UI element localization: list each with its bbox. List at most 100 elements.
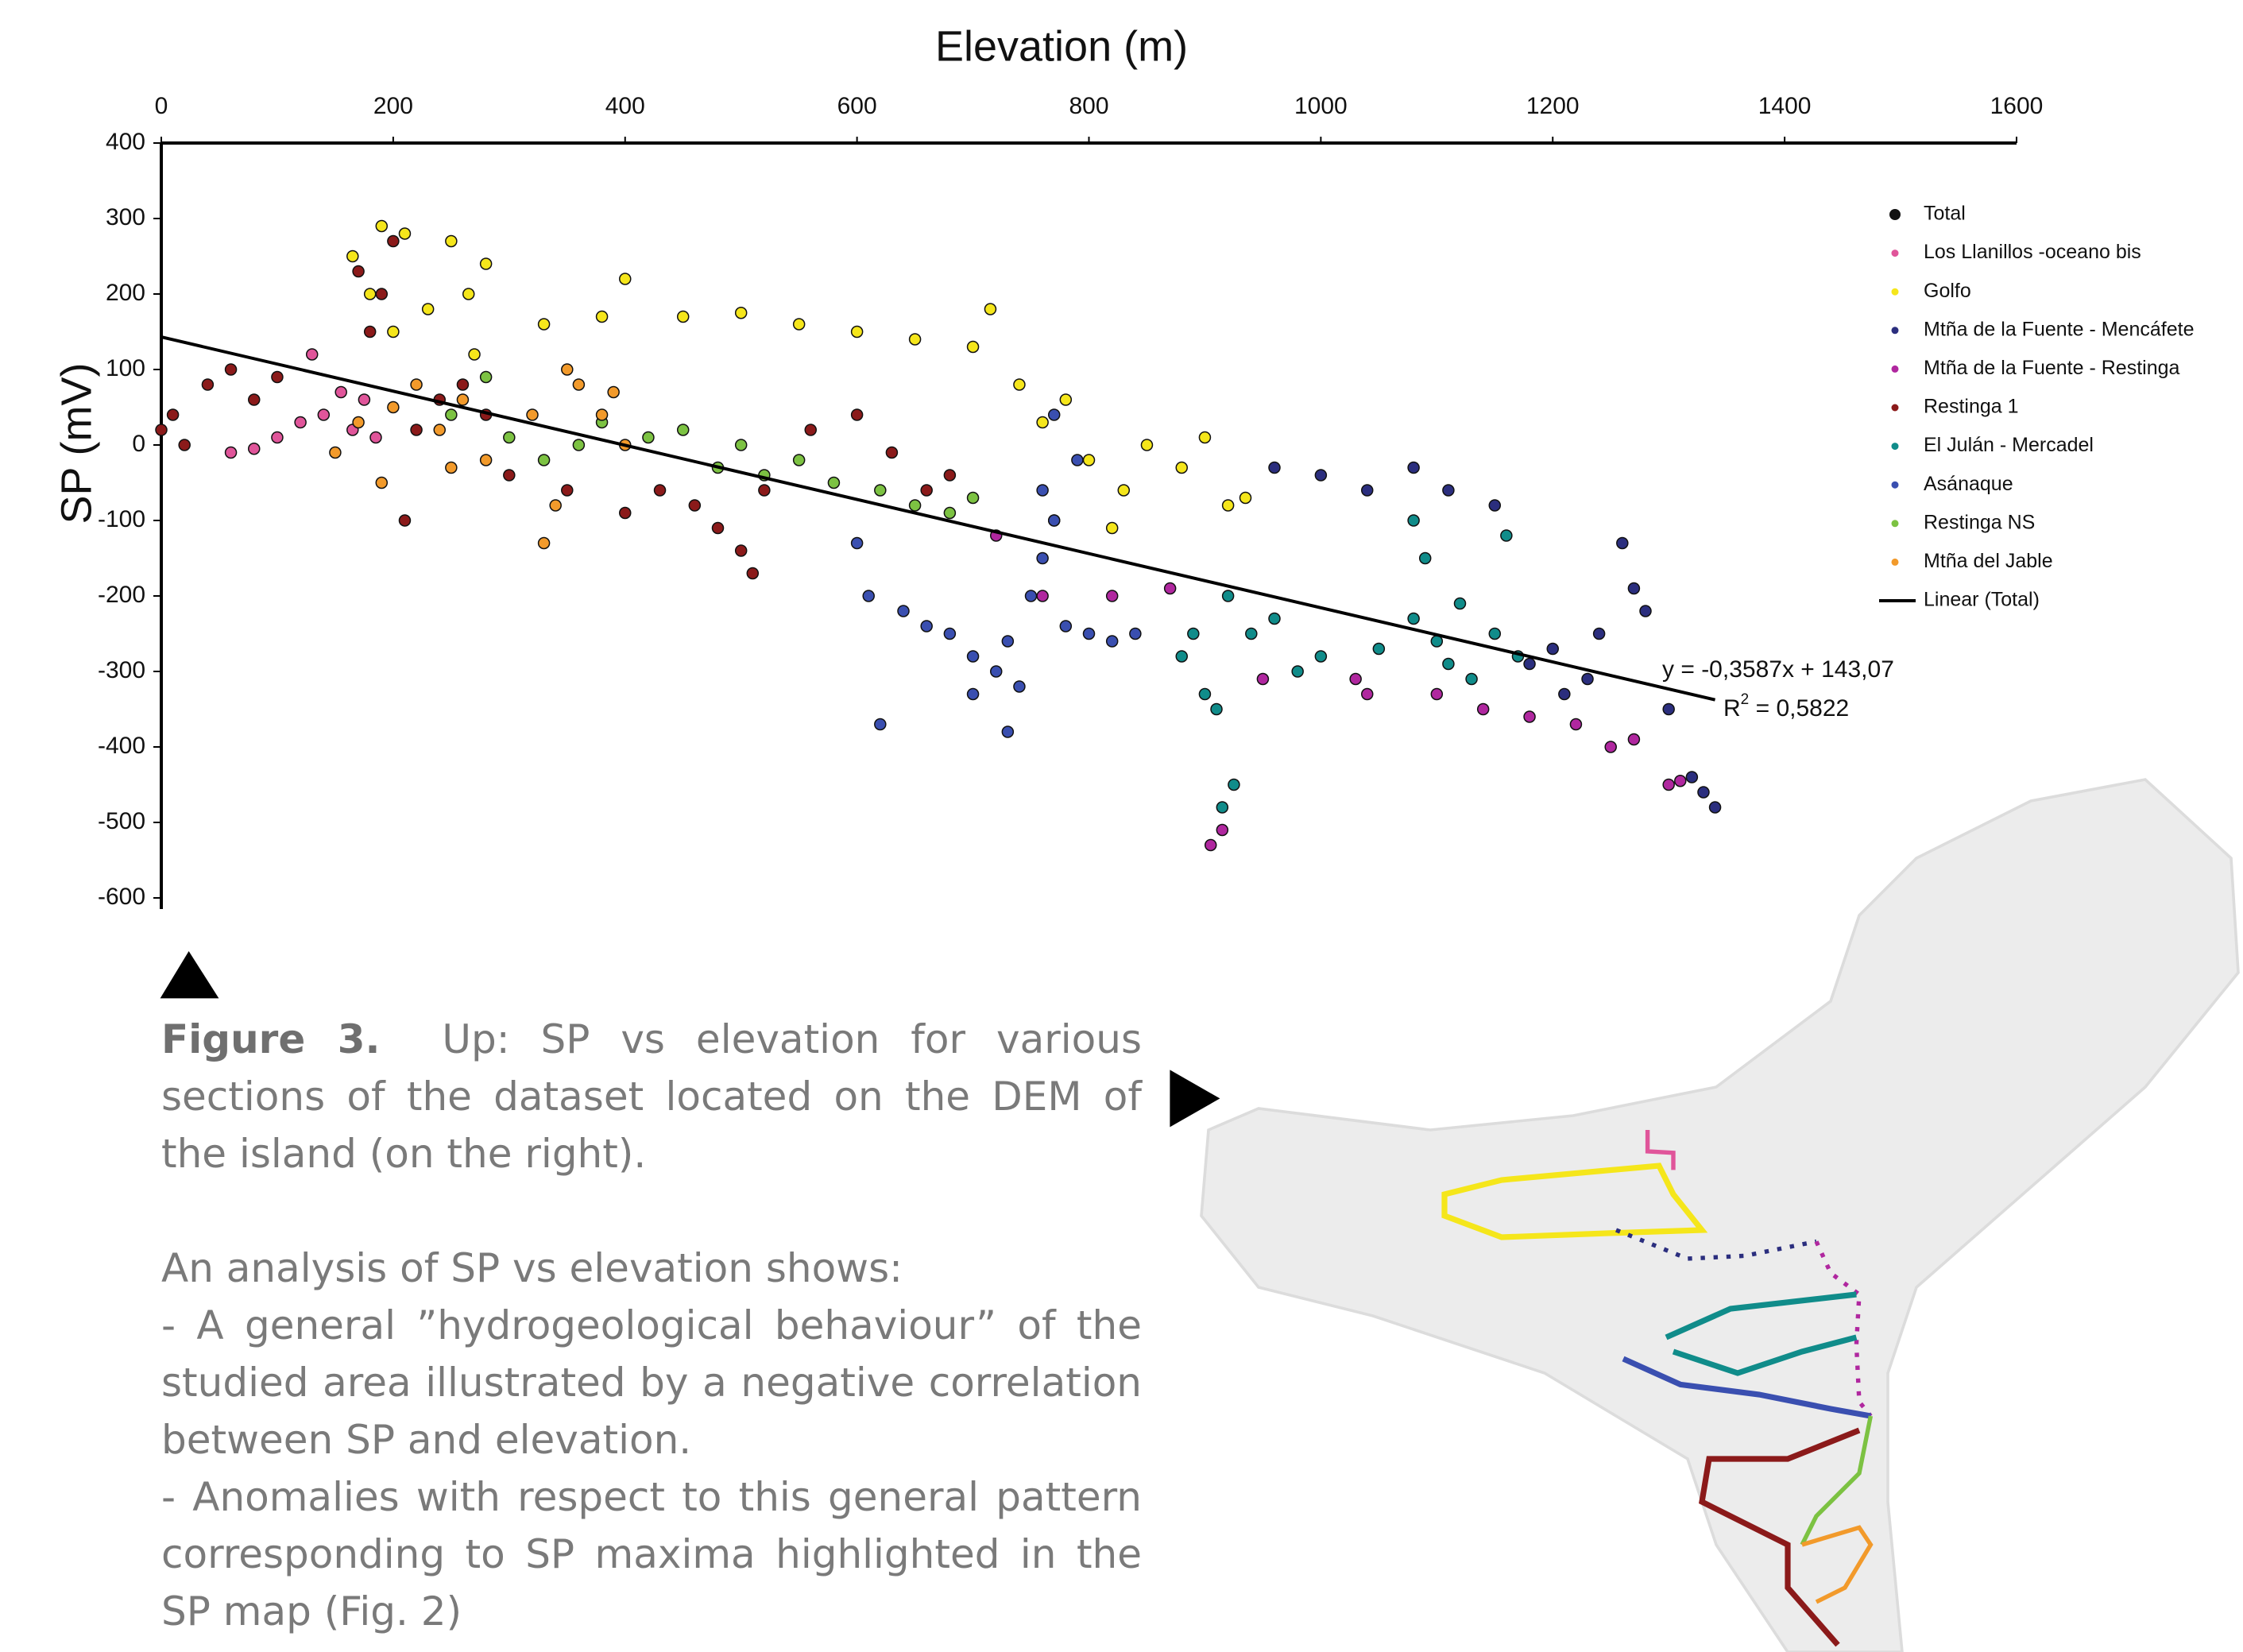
data-point: [1199, 689, 1210, 700]
data-point: [388, 236, 399, 247]
data-point: [179, 439, 190, 451]
data-point: [984, 304, 996, 315]
data-point: [295, 417, 306, 428]
data-point: [353, 417, 364, 428]
data-point: [968, 342, 979, 353]
data-point: [457, 394, 468, 405]
data-point: [1014, 379, 1025, 390]
data-point: [446, 462, 457, 474]
legend-label: Asánaque: [1924, 473, 2013, 495]
data-point: [1675, 776, 1686, 787]
data-point: [910, 500, 921, 511]
data-point: [1594, 629, 1605, 640]
caption-label: Figure 3.: [161, 1016, 381, 1062]
data-point: [463, 288, 474, 300]
legend-label: Linear (Total): [1924, 589, 2040, 611]
legend-marker: [1892, 559, 1899, 566]
data-point: [1176, 462, 1187, 474]
data-point: [399, 228, 410, 239]
data-point: [1107, 523, 1118, 534]
x-axis-title: Elevation (m): [935, 22, 1188, 70]
y-tick-label: -400: [98, 733, 145, 759]
legend-marker: [1892, 327, 1899, 334]
data-point: [1570, 719, 1581, 730]
data-point: [423, 304, 434, 315]
data-point: [944, 470, 955, 481]
y-tick-label: -300: [98, 657, 145, 683]
data-point: [272, 372, 283, 383]
data-point: [156, 424, 167, 435]
data-point: [1524, 711, 1535, 722]
data-point: [736, 308, 747, 319]
data-point: [1141, 439, 1152, 451]
data-point: [1107, 590, 1118, 602]
legend-marker: [1889, 209, 1901, 220]
caption-intro: An analysis of SP vs elevation shows:: [161, 1240, 1142, 1297]
data-point: [736, 545, 747, 556]
data-point: [388, 402, 399, 413]
data-point: [944, 629, 955, 640]
data-point: [1663, 704, 1674, 715]
data-point: [1049, 409, 1060, 420]
data-point: [1605, 741, 1616, 752]
pointer-up: [160, 951, 219, 998]
data-point: [678, 311, 689, 323]
data-point: [1118, 485, 1129, 496]
data-point: [318, 409, 329, 420]
y-tick-label: 100: [106, 355, 145, 381]
data-point: [1199, 432, 1210, 443]
data-point: [1216, 802, 1228, 813]
data-point: [481, 372, 492, 383]
data-point: [852, 538, 863, 549]
data-point: [1431, 689, 1442, 700]
data-point: [358, 394, 369, 405]
data-point: [1246, 629, 1257, 640]
data-point: [1240, 493, 1251, 504]
data-point: [1037, 485, 1048, 496]
legend-label: Total: [1924, 203, 1966, 225]
data-point: [597, 409, 608, 420]
data-point: [550, 500, 561, 511]
data-point: [747, 568, 758, 579]
data-point: [828, 478, 839, 489]
data-point: [608, 387, 619, 398]
data-point: [347, 251, 358, 262]
data-point: [539, 455, 550, 466]
data-point: [1547, 644, 1558, 655]
data-point: [1060, 394, 1071, 405]
legend-marker: [1892, 366, 1899, 373]
data-point: [307, 349, 318, 360]
data-point: [713, 523, 724, 534]
caption: Figure 3. Up: SP vs elevation for variou…: [161, 1011, 1142, 1640]
data-point: [991, 666, 1002, 677]
data-point: [1663, 780, 1674, 791]
legend-marker: [1892, 404, 1899, 412]
x-tick-label: 0: [155, 93, 168, 119]
data-point: [370, 432, 381, 443]
data-point: [1037, 590, 1048, 602]
legend-label: Mtña de la Fuente - Restinga: [1924, 357, 2179, 379]
caption-point: - A general ”hydrogeological behaviour” …: [161, 1297, 1142, 1468]
data-point: [446, 236, 457, 247]
data-point: [1628, 734, 1639, 745]
caption-lead: Figure 3. Up: SP vs elevation for variou…: [161, 1011, 1142, 1182]
data-point: [689, 500, 700, 511]
data-point: [1084, 455, 1095, 466]
data-point: [921, 485, 932, 496]
y-tick-label: 400: [106, 129, 145, 155]
data-point: [434, 424, 445, 435]
data-point: [1257, 674, 1268, 685]
data-point: [1130, 629, 1141, 640]
data-point: [573, 439, 584, 451]
data-point: [1176, 651, 1187, 662]
data-point: [1002, 636, 1013, 647]
data-point: [376, 478, 387, 489]
data-point: [1269, 613, 1280, 625]
data-point: [1420, 553, 1431, 564]
data-point: [365, 327, 376, 338]
equation: y = -0,3587x + 143,07: [1662, 656, 1894, 683]
data-point: [678, 424, 689, 435]
data-point: [1269, 462, 1280, 474]
data-point: [1205, 840, 1216, 851]
data-point: [643, 432, 654, 443]
